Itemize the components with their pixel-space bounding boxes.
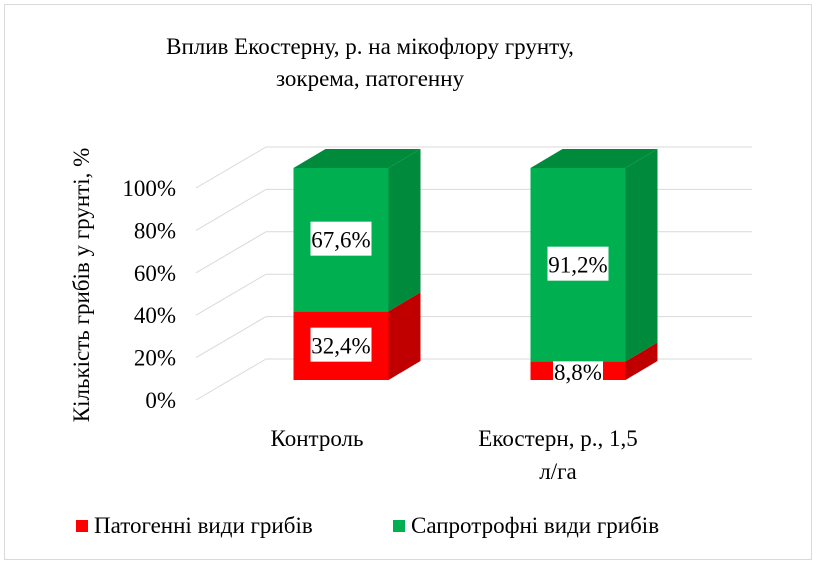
- gridline-side: [195, 358, 267, 401]
- bar-side-face: [625, 342, 658, 380]
- legend-label: Патогенні види грибів: [94, 513, 313, 538]
- gridline-side: [195, 273, 267, 316]
- legend-label: Сапротрофні види грибів: [411, 513, 659, 538]
- y-tick-label: 40%: [134, 303, 176, 328]
- legend: Патогенні види грибів Сапротрофні види гр…: [76, 513, 659, 538]
- legend-swatch: [393, 520, 405, 532]
- data-label: 32,4%: [311, 334, 370, 359]
- gridlines: [195, 146, 752, 401]
- category-label: Екостерн, р., 1,5: [478, 426, 637, 451]
- x-axis-categories: Контроль Екостерн, р., 1,5 л/га: [271, 426, 638, 484]
- gridline-side: [195, 231, 267, 274]
- y-tick-label: 80%: [134, 218, 176, 243]
- gridline-side: [195, 188, 267, 231]
- bar-side-face: [388, 149, 421, 312]
- y-tick-label: 0%: [145, 388, 176, 413]
- data-label-box: [547, 246, 609, 281]
- category-label: Контроль: [271, 426, 364, 451]
- legend-swatch: [76, 520, 88, 532]
- gridline-side: [195, 146, 267, 189]
- data-label-box: [310, 327, 372, 362]
- bar-side-face: [388, 292, 421, 380]
- y-tick-label: 60%: [134, 261, 176, 286]
- category-label: л/га: [539, 459, 577, 484]
- y-axis-ticks: 0% 20% 40% 60% 80% 100%: [122, 176, 176, 413]
- bar-top-face: [530, 149, 658, 168]
- data-label-box: [310, 221, 372, 256]
- gridline-side: [195, 316, 267, 359]
- chart-title-line-1: Вплив Екостерну, р. на мікофлору грунту,: [166, 34, 574, 59]
- bar-side-face: [625, 149, 658, 362]
- data-label: 91,2%: [548, 253, 607, 278]
- bar-top-face: [293, 149, 421, 168]
- y-tick-label: 20%: [134, 346, 176, 371]
- bars: 32,4% 67,6% 8,8% 91,2%: [293, 149, 658, 388]
- data-label: 67,6%: [311, 228, 370, 253]
- chart-title-line-2: зокрема, патогенну: [276, 66, 465, 91]
- y-axis-title: Кількість грибів у грунті, %: [69, 148, 94, 423]
- y-tick-label: 100%: [122, 176, 176, 201]
- data-label: 8,8%: [554, 360, 602, 385]
